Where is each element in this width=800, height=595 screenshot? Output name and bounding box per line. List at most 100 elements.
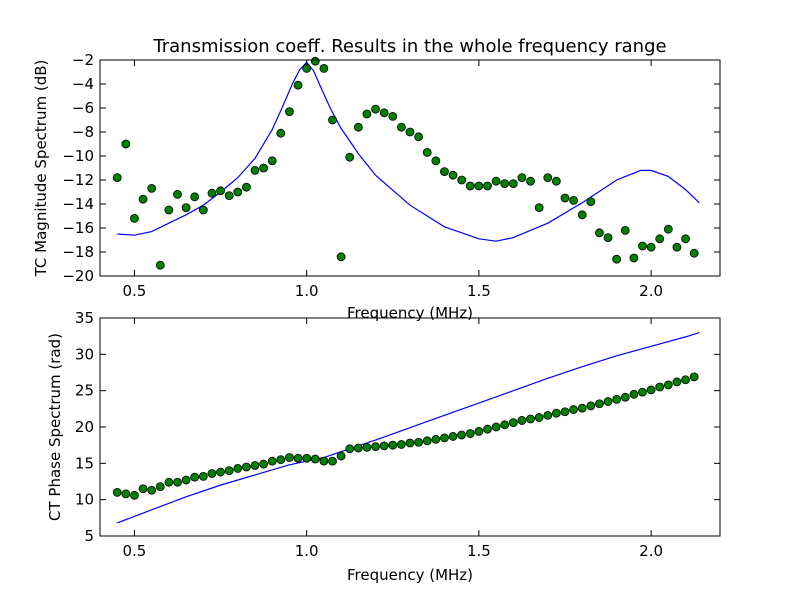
data-point	[173, 477, 182, 487]
data-point	[379, 108, 389, 118]
data-point	[293, 80, 303, 90]
x-tick-label: 0.5	[123, 282, 147, 300]
data-point	[155, 482, 165, 491]
data-point	[233, 464, 243, 473]
x-tick-label: 1.0	[295, 542, 319, 560]
data-point	[551, 176, 561, 186]
data-point	[655, 234, 665, 244]
data-point	[465, 181, 475, 191]
data-point	[646, 242, 656, 252]
data-point	[147, 485, 157, 495]
data-point	[491, 422, 501, 432]
data-point	[440, 433, 449, 443]
data-point	[267, 156, 277, 166]
data-point	[353, 122, 363, 132]
data-point	[405, 127, 415, 137]
data-point	[612, 254, 622, 264]
y-tick-label: 10	[75, 491, 94, 509]
data-point	[689, 372, 699, 382]
magnitude-plot-frame	[99, 59, 721, 277]
data-point	[543, 173, 553, 183]
data-point	[147, 183, 157, 193]
data-point	[353, 443, 363, 453]
data-point	[224, 191, 234, 201]
data-point	[629, 389, 639, 399]
data-point	[638, 241, 647, 251]
data-point	[285, 107, 294, 116]
x-tick-label: 1.0	[295, 282, 319, 300]
data-point	[336, 252, 346, 262]
y-tick-label: −14	[62, 195, 94, 213]
data-point	[181, 475, 191, 485]
data-point	[396, 122, 406, 132]
data-point	[448, 432, 458, 441]
data-point	[457, 430, 467, 440]
data-point	[362, 442, 372, 452]
data-point	[474, 181, 484, 191]
data-point	[190, 472, 200, 482]
data-point	[543, 410, 553, 420]
x-tick-label: 0.5	[123, 542, 147, 560]
y-tick-label: 20	[75, 418, 94, 436]
data-point	[259, 163, 269, 173]
data-point	[603, 233, 613, 243]
data-point	[224, 466, 234, 476]
data-point	[138, 194, 148, 204]
data-point	[216, 467, 225, 477]
data-point	[396, 440, 406, 449]
data-point	[560, 193, 570, 203]
y-tick-label: −18	[62, 243, 94, 261]
data-point	[474, 426, 484, 436]
y-tick-label: −6	[72, 99, 94, 117]
data-point	[534, 413, 544, 422]
data-point	[508, 179, 518, 189]
data-point	[422, 436, 432, 446]
data-point	[595, 228, 604, 238]
data-point	[241, 462, 251, 472]
data-point	[603, 397, 613, 406]
data-point	[250, 165, 260, 175]
y-tick-label: −2	[72, 51, 94, 69]
data-point	[112, 173, 122, 183]
data-point	[689, 248, 699, 258]
data-point	[181, 203, 191, 213]
magnitude-chart: Transmission coeff. Results in the whole…	[32, 36, 721, 322]
data-point	[431, 156, 441, 166]
data-point	[638, 387, 647, 397]
data-point	[457, 175, 467, 185]
data-point	[517, 173, 527, 183]
data-point	[328, 456, 337, 466]
data-point	[138, 484, 148, 494]
data-point	[130, 490, 139, 500]
data-point	[405, 438, 415, 448]
data-point	[302, 453, 312, 463]
data-point	[500, 179, 510, 189]
data-point	[483, 181, 492, 191]
data-point	[560, 407, 570, 417]
data-point	[328, 115, 337, 125]
data-point	[681, 234, 690, 244]
data-point	[310, 454, 320, 464]
data-point	[216, 186, 225, 196]
data-point	[612, 394, 622, 404]
y-tick-label: −16	[62, 219, 94, 237]
data-point	[130, 213, 139, 223]
data-point	[672, 242, 682, 252]
phase-ticks-layer: 0.5 1.0 1.5 2.0 5 10 15 20 25 30 35	[75, 309, 720, 560]
data-point	[112, 487, 122, 497]
phase-chart: 0.5 1.0 1.5 2.0 5 10 15 20 25 30 35 Frequency (MHz…	[46, 309, 721, 584]
data-point	[483, 424, 492, 434]
y-tick-label: 35	[75, 309, 94, 327]
data-point	[241, 182, 251, 192]
data-point	[319, 64, 329, 73]
data-point	[526, 176, 535, 186]
data-point	[620, 225, 630, 235]
data-point	[569, 405, 579, 414]
data-point	[198, 205, 208, 215]
data-point	[577, 403, 587, 413]
data-point	[198, 472, 208, 481]
data-point	[663, 224, 673, 234]
data-point	[259, 459, 269, 469]
x-axis-label: Frequency (MHz)	[347, 304, 473, 322]
